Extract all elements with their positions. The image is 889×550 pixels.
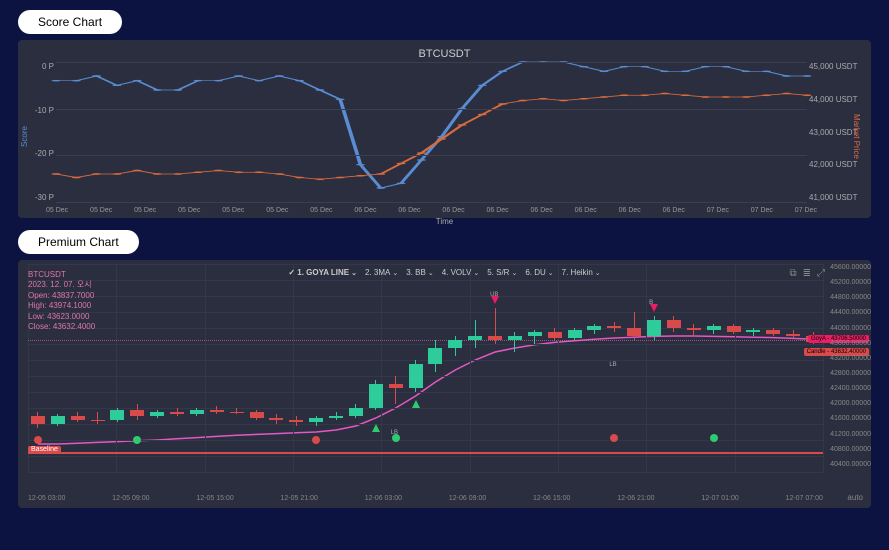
y-tick: 45,000 USDT [809,62,861,71]
y-tick: 41600.00000 [825,415,871,422]
x-tick: 12-06 21:00 [617,495,654,502]
ohlc-box: BTCUSDT 2023. 12. 07. 오시 Open: 43837.700… [28,270,95,332]
indicator-23ma[interactable]: 2. 3MA ⌄ [365,268,398,277]
x-tick: 12-05 21:00 [281,495,318,502]
x-tick: 12-05 09:00 [112,495,149,502]
x-tick: 05 Dec [46,207,68,214]
y-tick: 42,000 USDT [809,160,861,169]
ohlc-high: High: 43974.1000 [28,301,95,311]
x-tick: 06 Dec [354,207,376,214]
y-tick: 45200.00000 [825,279,871,286]
copy-icon[interactable]: ⧉ [789,268,796,279]
premium-chart: BTCUSDT 2023. 12. 07. 오시 Open: 43837.700… [18,260,871,508]
ohlc-low: Low: 43623.0000 [28,312,95,322]
y-tick: 40800.00000 [825,446,871,453]
y-tick: -10 P [28,106,54,115]
ohlc-open: Open: 43837.7000 [28,291,95,301]
score-chart-title: BTCUSDT [28,48,861,60]
x-tick: 05 Dec [178,207,200,214]
signal-dot [710,434,718,442]
indicator-1goyaline[interactable]: ✓ 1. GOYA LINE ⌄ [288,268,357,277]
list-icon[interactable]: ≣ [803,268,811,279]
ohlc-close: Close: 43632.4000 [28,322,95,332]
score-chart: BTCUSDT 0 P -10 P -20 P -30 P 45,000 USDT 44… [18,40,871,218]
chart-tool-icons: ⧉ ≣ ⤢ [789,268,825,279]
y-tick: -30 P [28,193,54,202]
x-tick: 05 Dec [90,207,112,214]
x-tick: 12-05 03:00 [28,495,65,502]
score-chart-pill: Score Chart [18,10,122,34]
y-tick: 40400.00000 [825,461,871,468]
x-tick: 05 Dec [134,207,156,214]
x-tick: 12-06 09:00 [449,495,486,502]
signal-arrow [372,424,380,432]
indicator-toolbar: ✓ 1. GOYA LINE ⌄ 2. 3MA ⌄ 3. BB ⌄ 4. VOLV ⌄… [288,268,600,277]
ohlc-symbol: BTCUSDT [28,270,95,280]
indicator-6du[interactable]: 6. DU ⌄ [525,268,553,277]
score-ylabel-left: Score [20,126,29,147]
y-tick: 44000.00000 [825,325,871,332]
signal-dot [34,436,42,444]
y-tick: 42400.00000 [825,385,871,392]
x-tick: 07 Dec [751,207,773,214]
x-tick: 12-05 15:00 [196,495,233,502]
x-tick: 07 Dec [795,207,817,214]
signal-label: LB [391,430,398,436]
x-tick: 05 Dec [310,207,332,214]
signal-label: UB [490,292,498,298]
y-tick: 45600.00000 [825,264,871,271]
ohlc-date: 2023. 12. 07. 오시 [28,280,95,290]
x-tick: 12-06 15:00 [533,495,570,502]
indicator-5sr[interactable]: 5. S/R ⌄ [487,268,517,277]
y-tick: 44800.00000 [825,294,871,301]
auto-label[interactable]: auto [847,493,863,502]
x-tick: 06 Dec [575,207,597,214]
x-tick: 12-07 07:00 [786,495,823,502]
x-tick: 05 Dec [266,207,288,214]
y-tick: 44,000 USDT [809,95,861,104]
indicator-3bb[interactable]: 3. BB ⌄ [406,268,433,277]
x-tick: 06 Dec [663,207,685,214]
y-tick: 44400.00000 [825,309,871,316]
x-tick: 12-06 03:00 [365,495,402,502]
x-tick: 05 Dec [222,207,244,214]
y-tick: 0 P [28,62,54,71]
score-xlabel: Time [436,217,453,226]
premium-chart-pill: Premium Chart [18,230,139,254]
x-tick: 06 Dec [531,207,553,214]
y-tick: 43600.00000 [825,340,871,347]
indicator-7heikin[interactable]: 7. Heikin ⌄ [562,268,601,277]
x-tick: 06 Dec [398,207,420,214]
baseline-tag: Baseline [28,446,61,453]
x-tick: 06 Dec [619,207,641,214]
x-tick: 12-07 01:00 [701,495,738,502]
signal-arrow [412,400,420,408]
y-tick: -20 P [28,149,54,158]
y-tick: 43200.00000 [825,355,871,362]
score-ylabel-right: Market Price [852,114,861,159]
y-tick: 41200.00000 [825,431,871,438]
signal-label: B [649,300,653,306]
y-tick: 42000.00000 [825,400,871,407]
expand-icon[interactable]: ⤢ [817,268,825,279]
x-tick: 07 Dec [707,207,729,214]
signal-label: LB [609,362,616,368]
y-tick: 42800.00000 [825,370,871,377]
y-tick: 41,000 USDT [809,193,861,202]
indicator-4volv[interactable]: 4. VOLV ⌄ [442,268,480,277]
x-tick: 06 Dec [486,207,508,214]
x-tick: 06 Dec [442,207,464,214]
